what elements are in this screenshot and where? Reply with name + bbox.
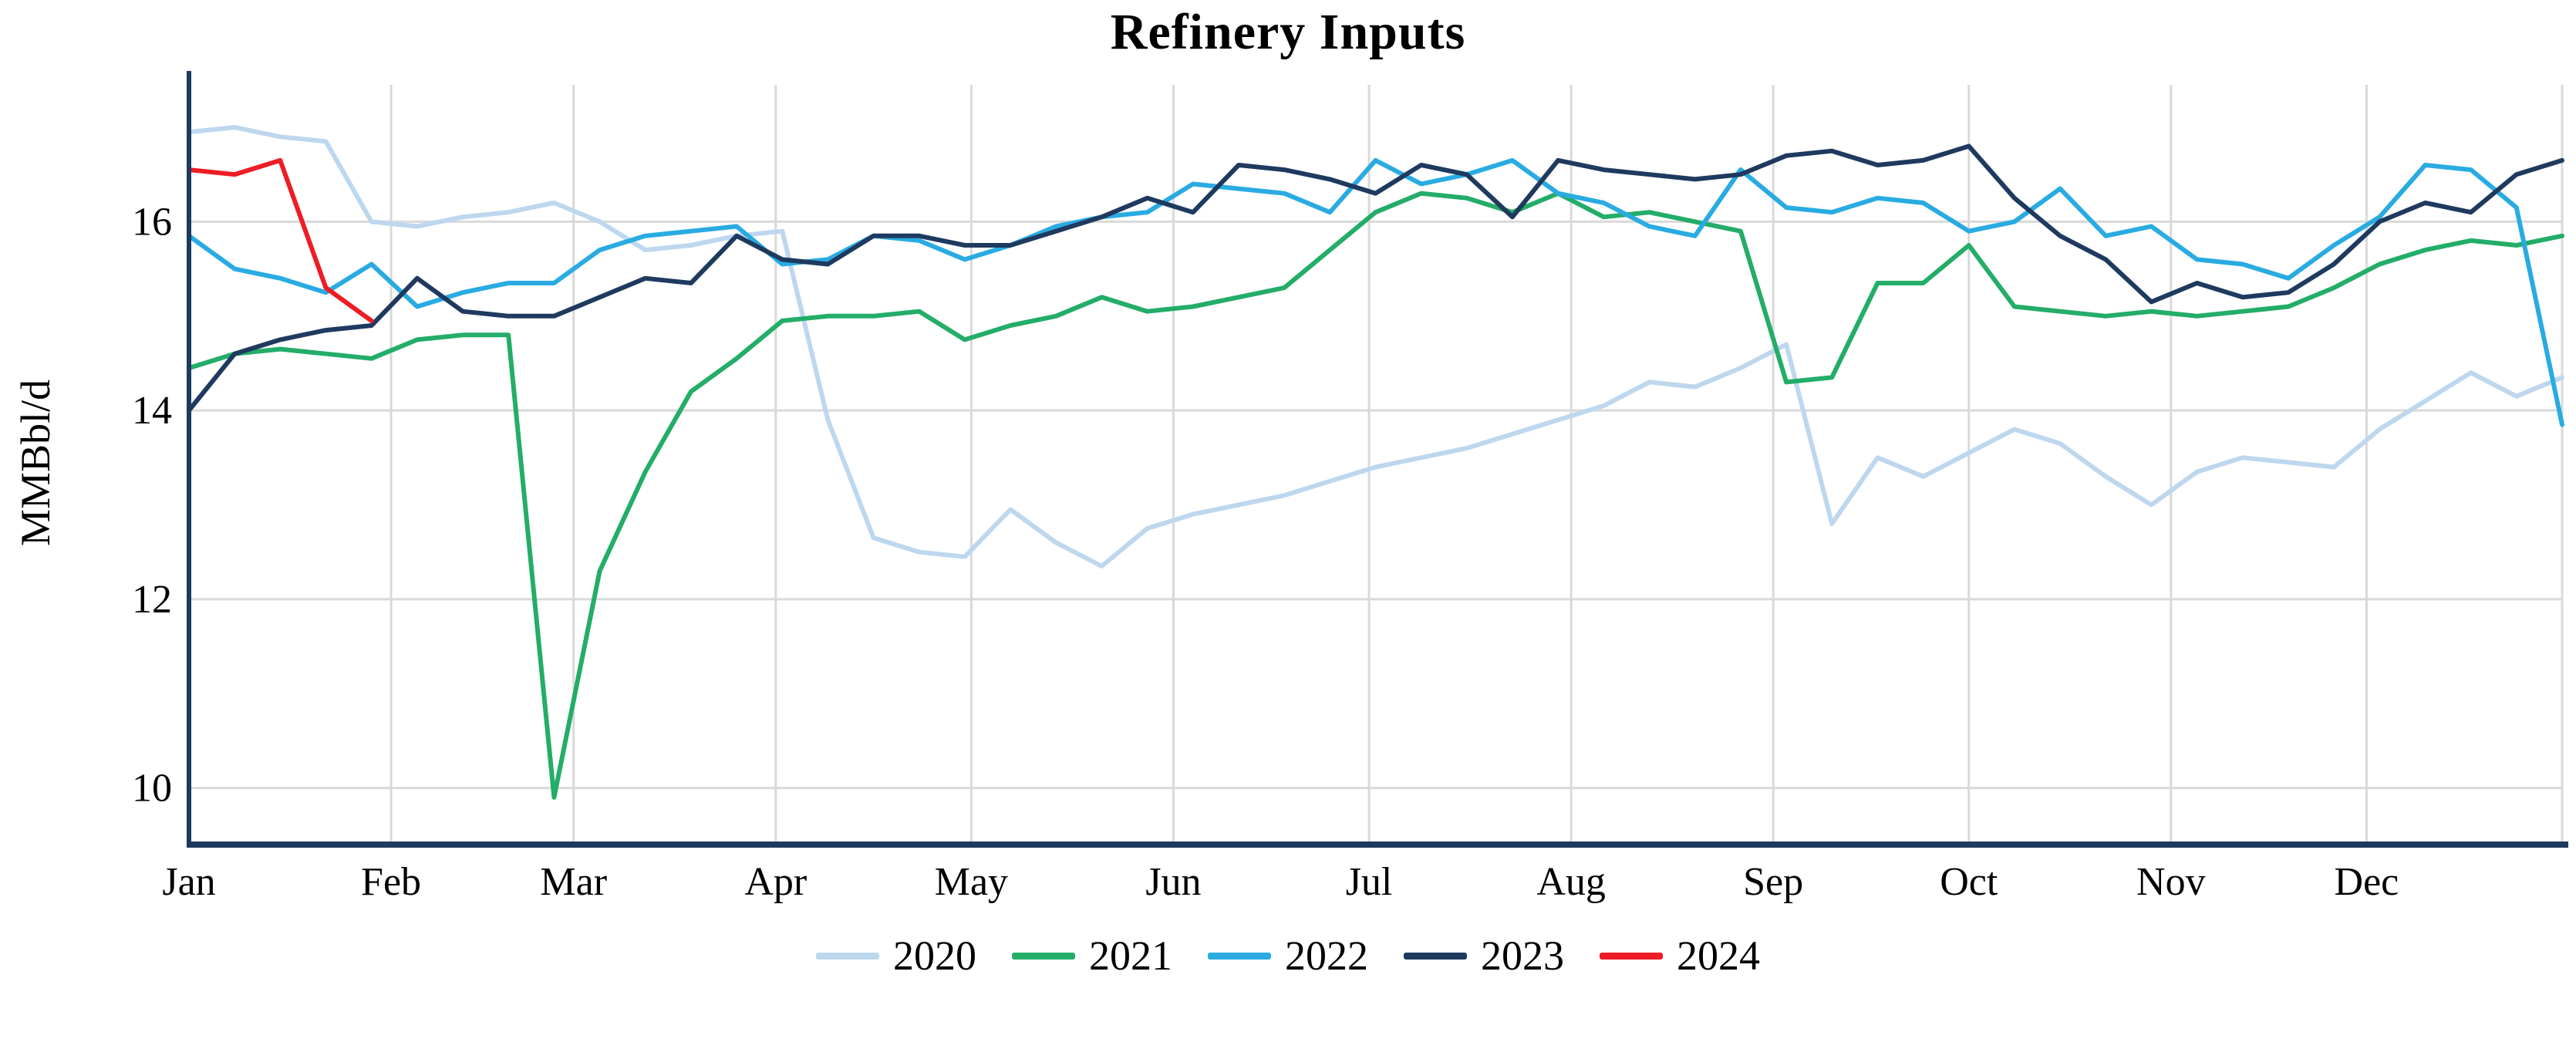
series-line-2020 (187, 125, 2564, 568)
x-tick-label-Dec: Dec (2335, 860, 2399, 904)
legend-label-2023: 2023 (1481, 933, 1564, 979)
y-tick-label-12: 12 (132, 578, 172, 622)
legend-item-2024: 2024 (1600, 932, 1760, 980)
legend-label-2021: 2021 (1089, 933, 1172, 979)
legend-label-2024: 2024 (1677, 933, 1760, 979)
x-tick-label-Oct: Oct (1940, 860, 1998, 904)
series-line-2023 (187, 143, 2564, 413)
legend-swatch-2023 (1404, 952, 1467, 960)
x-tick-label-May: May (935, 860, 1008, 904)
x-tick-label-Sep: Sep (1743, 860, 1803, 904)
legend-label-2020: 2020 (893, 933, 976, 979)
x-tick-label-Jan: Jan (162, 860, 215, 904)
x-tick-label-Mar: Mar (540, 860, 607, 904)
y-tick-label-14: 14 (132, 389, 172, 433)
y-tick-label-10: 10 (132, 767, 172, 811)
legend-swatch-2020 (816, 952, 879, 960)
series-line-2024 (187, 157, 374, 323)
legend-item-2021: 2021 (1012, 932, 1172, 980)
x-tick-label-Feb: Feb (361, 860, 421, 904)
legend-item-2020: 2020 (816, 932, 976, 980)
legend-item-2023: 2023 (1404, 932, 1564, 980)
x-tick-label-Nov: Nov (2136, 860, 2206, 904)
x-tick-label-Jun: Jun (1145, 860, 1201, 904)
y-tick-label-16: 16 (132, 200, 172, 244)
chart-title: Refinery Inputs (1110, 4, 1466, 60)
x-tick-label-Apr: Apr (744, 860, 807, 904)
legend-swatch-2022 (1208, 952, 1271, 960)
series-line-2021 (187, 191, 2564, 800)
legend-swatch-2021 (1012, 952, 1075, 960)
chart-legend: 2020 2021 2022 2023 2024 (0, 932, 2576, 980)
legend-item-2022: 2022 (1208, 932, 1368, 980)
series-line-2022 (187, 157, 2564, 427)
x-tick-label-Jul: Jul (1346, 860, 1393, 904)
legend-swatch-2024 (1600, 952, 1663, 960)
legend-label-2022: 2022 (1285, 933, 1368, 979)
x-tick-label-Aug: Aug (1536, 860, 1606, 904)
